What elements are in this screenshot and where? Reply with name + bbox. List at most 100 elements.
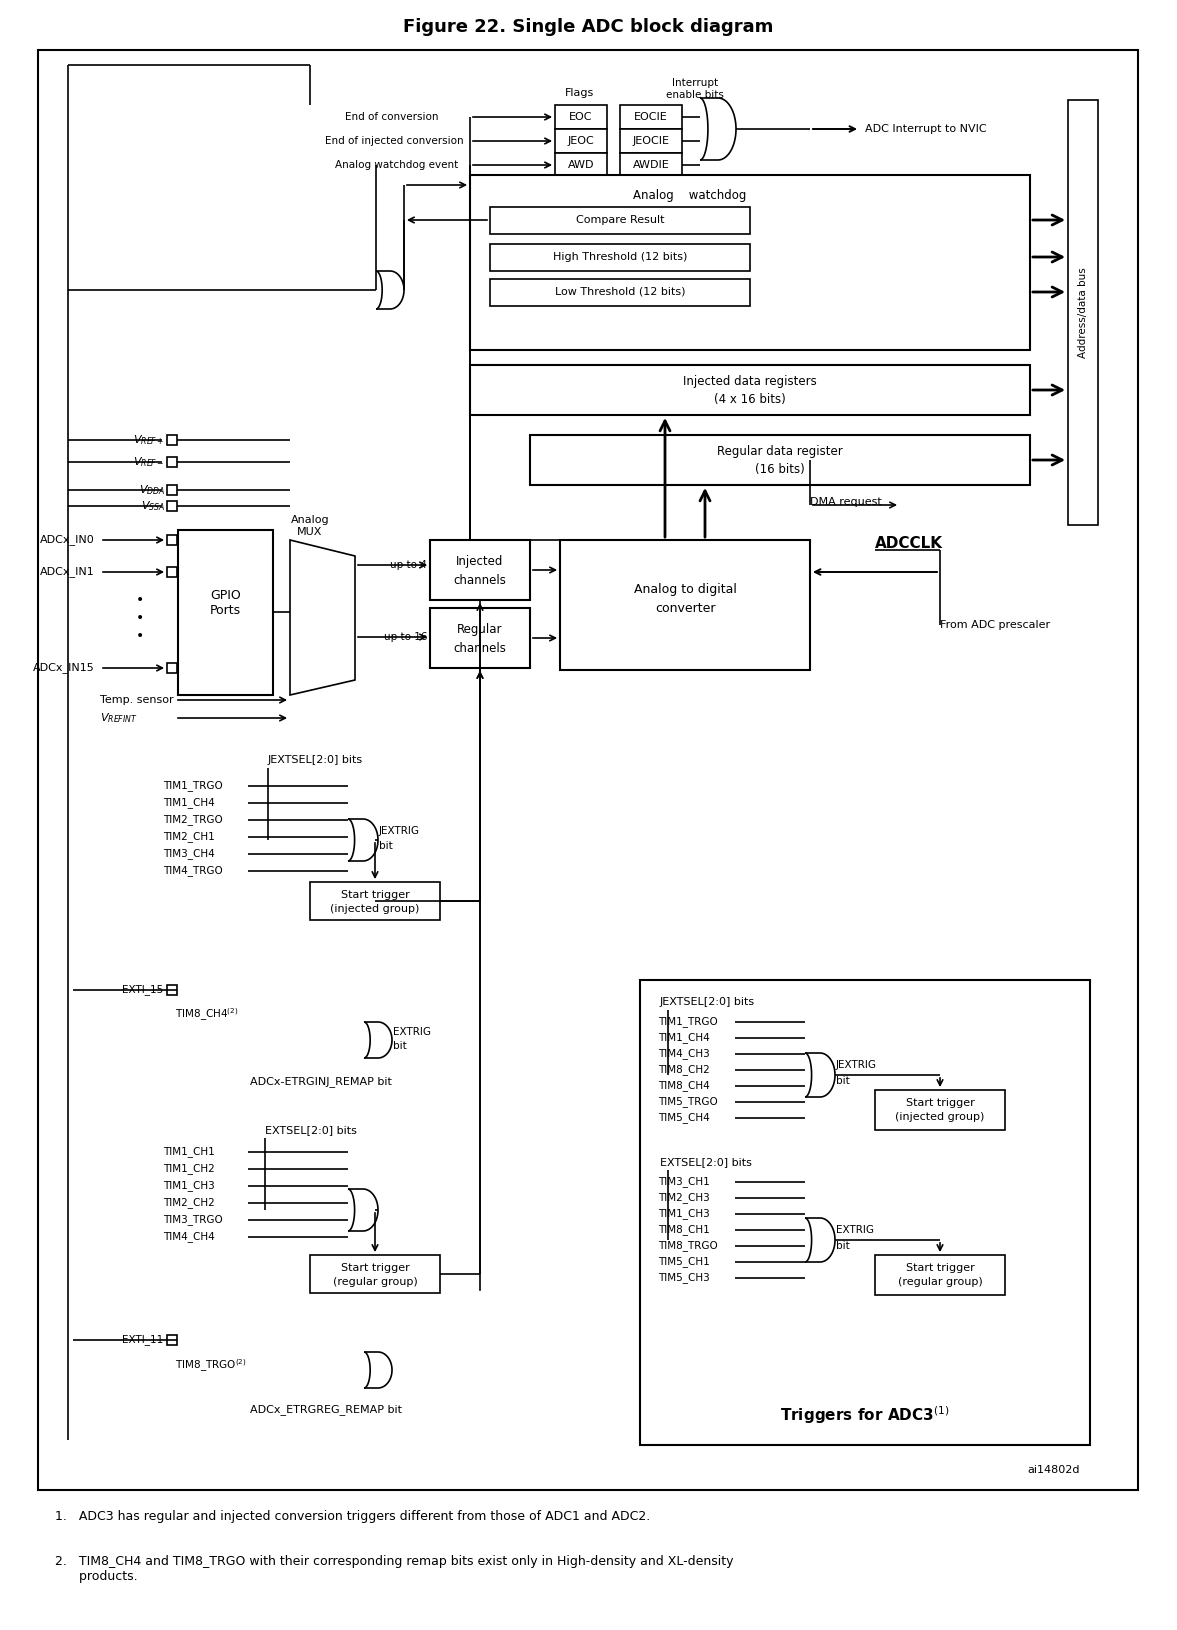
Text: Compare Result: Compare Result — [576, 215, 664, 225]
Text: ADCCLK: ADCCLK — [875, 536, 943, 551]
Text: TIM1_TRGO: TIM1_TRGO — [162, 781, 222, 792]
Text: up to 16: up to 16 — [384, 632, 427, 642]
Text: Analog to digital: Analog to digital — [633, 584, 737, 597]
Text: TIM4_TRGO: TIM4_TRGO — [162, 866, 222, 877]
Text: ADCx_ETRGREG_REMAP bit: ADCx_ETRGREG_REMAP bit — [250, 1405, 403, 1415]
Bar — [620, 129, 681, 153]
Text: TIM3_CH4: TIM3_CH4 — [162, 849, 214, 859]
Bar — [167, 1335, 177, 1345]
Text: JEOC: JEOC — [567, 135, 594, 147]
Text: channels: channels — [453, 642, 506, 655]
Text: TIM5_CH3: TIM5_CH3 — [658, 1273, 710, 1283]
Text: bit: bit — [379, 841, 393, 851]
Text: Analog    watchdog: Analog watchdog — [633, 189, 746, 202]
Text: JEXTRIG: JEXTRIG — [379, 826, 420, 836]
Text: TIM1_CH3: TIM1_CH3 — [162, 1180, 214, 1192]
Text: MUX: MUX — [298, 526, 322, 536]
Text: (injected group): (injected group) — [331, 905, 420, 914]
Text: bit: bit — [836, 1076, 850, 1086]
Bar — [490, 207, 750, 235]
Bar — [167, 663, 177, 673]
Text: From ADC prescaler: From ADC prescaler — [940, 619, 1050, 631]
Text: TIM1_CH4: TIM1_CH4 — [658, 1032, 710, 1043]
Text: End of injected conversion: End of injected conversion — [325, 135, 464, 147]
Text: EXTSEL[2:0] bits: EXTSEL[2:0] bits — [660, 1157, 752, 1167]
Text: TIM1_TRGO: TIM1_TRGO — [658, 1017, 718, 1027]
Text: EXTRIG: EXTRIG — [393, 1027, 431, 1037]
Text: Injected data registers: Injected data registers — [683, 375, 817, 388]
Text: ai14802d: ai14802d — [1028, 1465, 1080, 1475]
Text: ADC Interrupt to NVIC: ADC Interrupt to NVIC — [865, 124, 986, 134]
Polygon shape — [290, 540, 355, 694]
Text: End of conversion: End of conversion — [345, 112, 439, 122]
Bar — [310, 1255, 440, 1293]
Bar — [470, 365, 1030, 416]
Text: up to 4: up to 4 — [390, 561, 427, 570]
Bar — [620, 153, 681, 178]
Text: EOC: EOC — [570, 112, 593, 122]
Text: $V_{DDA}$: $V_{DDA}$ — [139, 482, 165, 497]
Text: (regular group): (regular group) — [333, 1276, 418, 1288]
Text: JEOCIE: JEOCIE — [632, 135, 670, 147]
Bar — [167, 985, 177, 994]
Text: TIM5_TRGO: TIM5_TRGO — [658, 1097, 718, 1107]
Text: bit: bit — [836, 1240, 850, 1250]
Text: JEXTRIG: JEXTRIG — [836, 1060, 877, 1069]
Text: ADCx_IN0: ADCx_IN0 — [40, 535, 95, 546]
Text: Injected: Injected — [457, 556, 504, 569]
Text: TIM4_CH3: TIM4_CH3 — [658, 1048, 710, 1060]
Bar — [556, 104, 607, 129]
Bar — [430, 608, 530, 668]
Text: TIM3_CH1: TIM3_CH1 — [658, 1177, 710, 1187]
Text: TIM1_CH3: TIM1_CH3 — [658, 1208, 710, 1219]
Bar — [178, 530, 273, 694]
Text: Start trigger: Start trigger — [905, 1099, 975, 1108]
Text: Temp. sensor: Temp. sensor — [100, 694, 174, 706]
Bar — [310, 882, 440, 919]
Text: 2.   TIM8_CH4 and TIM8_TRGO with their corresponding remap bits exist only in Hi: 2. TIM8_CH4 and TIM8_TRGO with their cor… — [55, 1555, 733, 1583]
Text: Analog watchdog event: Analog watchdog event — [335, 160, 458, 170]
Text: •: • — [135, 611, 144, 624]
Text: Flags: Flags — [565, 88, 594, 98]
Text: (regular group): (regular group) — [898, 1276, 983, 1288]
Text: $V_{REF-}$: $V_{REF-}$ — [133, 455, 165, 469]
Text: enable bits: enable bits — [666, 90, 724, 99]
Text: Start trigger: Start trigger — [905, 1263, 975, 1273]
Text: AWDIE: AWDIE — [632, 160, 670, 170]
Text: TIM2_CH1: TIM2_CH1 — [162, 831, 214, 843]
Text: TIM8_TRGO$^{(2)}$: TIM8_TRGO$^{(2)}$ — [175, 1358, 247, 1374]
Text: ADCx_IN1: ADCx_IN1 — [40, 567, 95, 577]
Text: TIM5_CH4: TIM5_CH4 — [658, 1113, 710, 1123]
Bar — [167, 500, 177, 510]
Text: Figure 22. Single ADC block diagram: Figure 22. Single ADC block diagram — [404, 18, 773, 36]
Text: TIM3_TRGO: TIM3_TRGO — [162, 1214, 222, 1226]
Bar — [556, 129, 607, 153]
Bar — [167, 486, 177, 496]
Text: TIM5_CH1: TIM5_CH1 — [658, 1257, 710, 1268]
Text: ADCx_IN15: ADCx_IN15 — [33, 662, 95, 673]
Text: channels: channels — [453, 574, 506, 587]
Bar — [560, 540, 810, 670]
Bar — [875, 1255, 1005, 1294]
Bar — [620, 104, 681, 129]
Text: TIM8_CH1: TIM8_CH1 — [658, 1224, 710, 1236]
Text: TIM8_CH4$^{(2)}$: TIM8_CH4$^{(2)}$ — [175, 1007, 239, 1024]
Text: $V_{SSA}$: $V_{SSA}$ — [141, 499, 165, 513]
Text: TIM1_CH1: TIM1_CH1 — [162, 1146, 214, 1157]
Text: EXTRIG: EXTRIG — [836, 1226, 875, 1236]
Text: TIM1_CH4: TIM1_CH4 — [162, 797, 214, 808]
Text: 1.   ADC3 has regular and injected conversion triggers different from those of A: 1. ADC3 has regular and injected convers… — [55, 1509, 650, 1522]
Text: (4 x 16 bits): (4 x 16 bits) — [714, 393, 786, 406]
Text: (16 bits): (16 bits) — [756, 463, 805, 476]
Text: bit: bit — [393, 1042, 407, 1051]
Text: GPIO
Ports: GPIO Ports — [210, 588, 241, 618]
Text: EOCIE: EOCIE — [634, 112, 667, 122]
Bar — [167, 535, 177, 544]
Text: TIM4_CH4: TIM4_CH4 — [162, 1232, 214, 1242]
Bar — [430, 540, 530, 600]
Bar — [1068, 99, 1098, 525]
Text: TIM8_TRGO: TIM8_TRGO — [658, 1240, 718, 1252]
Text: Low Threshold (12 bits): Low Threshold (12 bits) — [554, 287, 685, 297]
Bar — [167, 456, 177, 468]
Text: TIM8_CH2: TIM8_CH2 — [658, 1064, 710, 1076]
